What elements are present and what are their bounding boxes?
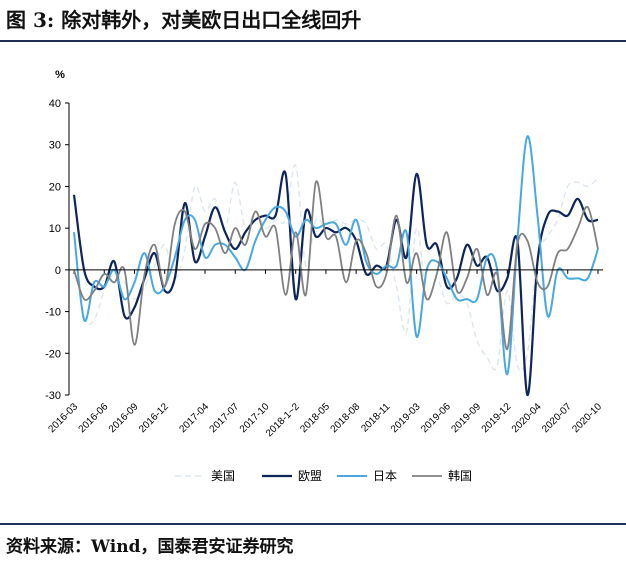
x-tick-label: 2020-04 — [510, 401, 544, 435]
y-tick-label: -10 — [45, 307, 61, 319]
x-tick-label: 2017-04 — [177, 401, 211, 435]
legend-label: 美国 — [211, 469, 235, 483]
footer-divider — [0, 523, 626, 525]
y-tick-label: 0 — [55, 265, 61, 277]
legend-label: 韩国 — [448, 468, 472, 483]
figure-title: 图 3: 除对韩外，对美欧日出口全线回升 — [6, 8, 362, 32]
x-tick-label: 2019-12 — [480, 401, 514, 435]
x-tick-label: 2019-06 — [419, 401, 453, 435]
x-tick-label: 2018-1~2 — [264, 401, 302, 439]
y-tick-label: 30 — [49, 140, 61, 152]
x-tick-label: 2018-05 — [298, 401, 332, 435]
series-line-korea — [73, 180, 599, 351]
x-tick-label: 2019-03 — [389, 401, 423, 435]
x-tick-label: 2020-07 — [540, 401, 574, 435]
legend-label: 欧盟 — [298, 469, 322, 483]
x-tick-label: 2019-09 — [449, 401, 483, 435]
x-tick-label: 2018-11 — [359, 401, 393, 435]
y-tick-label: -20 — [45, 348, 61, 360]
x-tick-label: 2020-10 — [570, 401, 604, 435]
x-tick-label: 2016-09 — [107, 401, 141, 435]
x-tick-label: 2016-06 — [77, 401, 111, 435]
source-note: 资料来源：Wind，国泰君安证券研究 — [6, 537, 294, 557]
y-axis-unit-label: % — [55, 69, 65, 81]
series-line-us — [73, 164, 599, 372]
y-tick-label: 40 — [49, 98, 61, 110]
legend-label: 日本 — [373, 469, 397, 483]
x-tick-label: 2017-07 — [208, 401, 242, 435]
y-tick-label: -30 — [45, 390, 61, 402]
x-tick-label: 2018-08 — [329, 401, 363, 435]
x-tick-label: 2016-12 — [137, 401, 171, 435]
title-divider — [0, 40, 626, 42]
y-tick-label: 20 — [49, 181, 61, 193]
y-tick-label: 10 — [49, 223, 61, 235]
x-tick-label: 2016-03 — [46, 401, 80, 435]
